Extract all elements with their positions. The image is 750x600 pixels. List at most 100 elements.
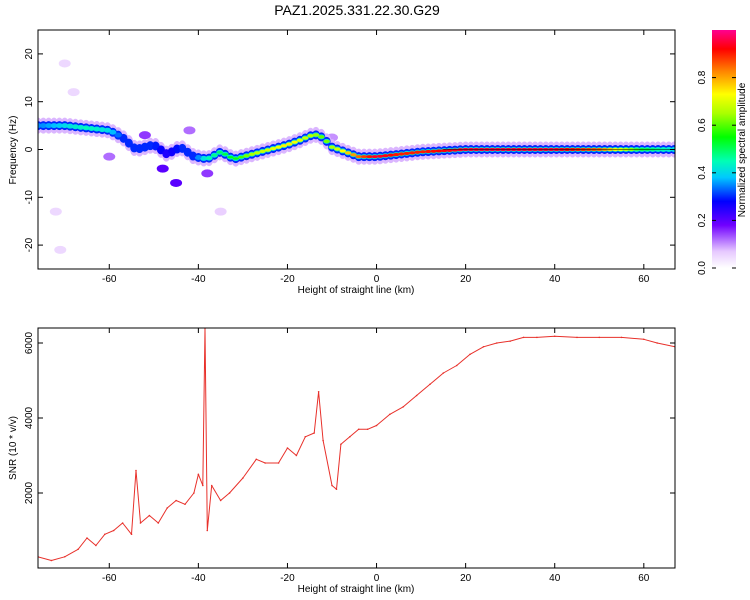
spectrogram-ridge-core — [435, 149, 443, 153]
snr-data-point — [86, 537, 88, 539]
y-tick-label: 20 — [24, 48, 35, 60]
spectrogram-ridge-core — [259, 149, 266, 154]
snr-data-point — [77, 548, 79, 551]
snr-data-point — [375, 424, 378, 427]
spectrogram-ridge-core — [168, 150, 175, 154]
spectrogram-ridge-core — [40, 124, 47, 127]
spectrogram-ridge-core — [248, 152, 256, 156]
snr-data-point — [264, 462, 266, 464]
snr-data-point — [219, 499, 222, 502]
snr-data-point — [322, 439, 324, 442]
spectrogram-ridge-core — [280, 144, 288, 148]
spectrogram-ridge-core — [221, 153, 229, 156]
spectrogram-ridge-core — [425, 149, 432, 154]
spectrogram-ridge-core — [360, 155, 368, 159]
snr-panel: -60 -40 -20 0 20 40 60 2000 4000 6000 Height of … — [8, 327, 676, 595]
x-tick-label: -40 — [191, 573, 206, 584]
x-tick-label: 60 — [638, 573, 650, 584]
spectrogram-ridge-core — [328, 145, 336, 149]
x-tick-label: 0 — [374, 573, 380, 584]
spectrogram-blob — [183, 126, 196, 135]
colorbar-tick-label: 0.8 — [697, 70, 708, 84]
spectrogram-blob — [54, 245, 67, 254]
spectrogram-x-ticks: -60 -40 -20 0 20 40 60 — [102, 30, 650, 285]
snr-data-point — [210, 484, 213, 487]
snr-data-point — [184, 503, 186, 506]
snr-data-point — [166, 507, 168, 509]
colorbar-label: Normalized spectral amplitude — [737, 82, 748, 217]
spectrogram-ridge-core — [344, 151, 352, 155]
spectrogram-ridge-core — [296, 138, 304, 142]
spectrogram-ridge-core — [152, 144, 159, 148]
spectrogram-ridge-core — [38, 124, 42, 127]
spectrogram-ridge-core — [157, 148, 165, 152]
spectrogram-ridge-core — [56, 124, 63, 127]
y-tick-label: 6000 — [24, 331, 35, 354]
spectrogram-y-label: Frequency (Hz) — [8, 116, 19, 185]
spectrogram-ridge-core — [232, 157, 239, 160]
spectrogram-blob — [103, 152, 116, 161]
snr-x-label: Height of straight line (km) — [298, 584, 415, 595]
spectrogram-ridge-core — [291, 140, 298, 144]
spectrogram-x-label: Height of straight line (km) — [298, 285, 415, 296]
x-tick-label: -20 — [280, 274, 295, 285]
spectrogram-ridge-core — [302, 136, 309, 140]
spectrogram-ridge-core — [120, 137, 127, 140]
y-tick-label: -10 — [24, 190, 35, 205]
spectrogram-ridge-core — [408, 151, 416, 155]
snr-data-point — [50, 559, 53, 562]
spectrogram-ridge-core — [414, 150, 421, 154]
spectrogram-ridge-core — [275, 145, 282, 149]
snr-data-point — [95, 544, 97, 547]
snr-data-point — [656, 342, 658, 344]
snr-data-point — [643, 338, 645, 341]
colorbar-tick-label: 0.6 — [697, 118, 708, 132]
y-tick-label: 4000 — [24, 406, 35, 429]
spectrogram-ridge-core — [147, 144, 154, 147]
snr-data-point — [620, 336, 623, 339]
snr-data-point — [357, 428, 360, 431]
snr-data-point — [415, 394, 418, 397]
colorbar-tick-label: 0.2 — [697, 213, 708, 227]
spectrogram-ridge-core — [72, 125, 79, 128]
x-tick-label: 20 — [460, 573, 472, 584]
y-tick-label: 10 — [24, 96, 35, 108]
spectrogram-ridge-core — [184, 151, 191, 154]
x-tick-label: -60 — [102, 274, 117, 285]
y-tick-label: 0 — [24, 146, 35, 152]
x-tick-label: 40 — [549, 274, 561, 285]
y-tick-label: -20 — [24, 237, 35, 252]
x-tick-label: 40 — [549, 573, 561, 584]
spectrogram-ridge-core — [339, 149, 346, 153]
snr-data-point — [455, 364, 458, 367]
spectrogram-ridge-core — [264, 148, 272, 152]
x-tick-label: 60 — [638, 274, 650, 285]
snr-y-label: SNR (10 * v/v) — [8, 416, 19, 480]
snr-data-point — [496, 342, 498, 344]
spectrogram-ridge-core — [398, 152, 405, 156]
spectrogram-ridge-core — [45, 124, 52, 127]
spectrogram-ridge-core — [253, 151, 261, 155]
colorbar-ticks: 0.0 0.2 0.4 0.6 0.8 — [697, 70, 736, 275]
spectrogram-ridge-core — [392, 152, 400, 157]
spectrogram-ridge-core — [243, 154, 250, 158]
spectrogram-ridge-core — [200, 157, 207, 160]
spectrogram-ridge-core — [82, 126, 90, 130]
snr-data-point — [576, 336, 578, 339]
snr-data-point — [193, 492, 195, 494]
spectrogram-ridge-core — [419, 150, 427, 154]
spectrogram-ridge-core — [312, 133, 320, 137]
colorbar: 0.0 0.2 0.4 0.6 0.8 Normalized spectral ampl… — [697, 30, 748, 275]
spectrogram-blob — [170, 178, 183, 187]
spectrogram-ridge-core — [189, 154, 197, 158]
spectrogram-ridge-core — [355, 155, 362, 159]
snr-data-point — [442, 372, 445, 374]
snr-data-point — [242, 477, 244, 479]
snr-data-point — [429, 383, 431, 386]
spectrogram-ridge-core — [371, 155, 378, 159]
snr-data-point — [148, 514, 151, 517]
spectrogram-ridge-core — [216, 151, 223, 154]
spectrogram-ridge-core — [141, 145, 149, 149]
snr-data-point — [509, 340, 511, 342]
spectrogram-blob — [214, 207, 227, 216]
